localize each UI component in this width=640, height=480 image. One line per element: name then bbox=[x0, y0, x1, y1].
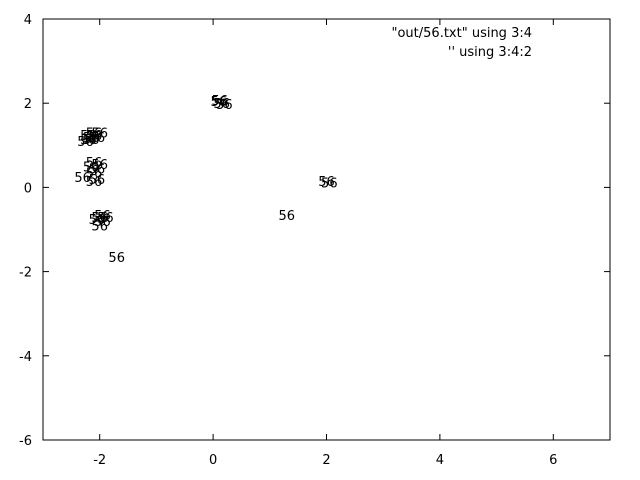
y-tick-label: -4 bbox=[19, 350, 32, 365]
point-label-series-1: 56 bbox=[91, 219, 108, 234]
point-label-series-1: 56 bbox=[212, 94, 229, 109]
point-label-series-1: 56 bbox=[80, 133, 97, 148]
legend-entry-2: '' using 3:4:2 bbox=[448, 45, 532, 60]
point-label-series-2: 56 bbox=[279, 209, 296, 224]
point-label-series-1: 56 bbox=[86, 156, 103, 171]
data-points: 5656565656565656565656565656565656565656… bbox=[74, 94, 337, 266]
point-label-series-1: 56 bbox=[318, 175, 335, 190]
legend-entry-1: "out/56.txt" using 3:4 bbox=[392, 26, 533, 41]
point-label-series-1: 56 bbox=[216, 98, 233, 113]
point-label-series-1: 56 bbox=[86, 175, 103, 190]
point-label-series-1: 56 bbox=[83, 160, 100, 175]
point-label-series-1: 56 bbox=[210, 95, 227, 110]
x-tick-labels: -2 0 2 4 6 bbox=[93, 453, 557, 468]
plot-frame bbox=[42, 18, 611, 441]
point-label-series-1: 56 bbox=[94, 209, 111, 224]
point-label-series-1: 56 bbox=[91, 158, 108, 173]
point-label-series-1: 56 bbox=[91, 127, 108, 142]
point-label-series-1: 56 bbox=[97, 211, 114, 226]
y-tick-label: 0 bbox=[24, 181, 32, 196]
y-tick-labels: -6 -4 -2 0 2 4 bbox=[19, 13, 32, 449]
point-label-series-1: 56 bbox=[80, 129, 97, 144]
x-tick-label: 2 bbox=[322, 453, 330, 468]
y-tick-label: -2 bbox=[19, 266, 32, 281]
point-label-series-1: 56 bbox=[213, 97, 230, 112]
y-tick-label: -6 bbox=[19, 434, 32, 449]
point-label-series-1: 56 bbox=[321, 176, 338, 191]
point-label-series-1: 56 bbox=[86, 127, 103, 142]
point-label-series-1: 56 bbox=[89, 173, 106, 188]
point-label-series-2: 56 bbox=[74, 171, 91, 186]
point-label-series-1: 56 bbox=[91, 211, 108, 226]
axis-ticks bbox=[43, 18, 610, 441]
x-tick-label: 0 bbox=[209, 453, 217, 468]
point-label-series-1: 56 bbox=[89, 213, 106, 228]
legend: "out/56.txt" using 3:4 '' using 3:4:2 bbox=[392, 26, 533, 60]
y-tick-label: 2 bbox=[24, 97, 32, 112]
point-label-series-1: 56 bbox=[89, 162, 106, 177]
x-tick-label: 6 bbox=[549, 453, 557, 468]
point-label-series-1: 56 bbox=[94, 215, 111, 230]
point-label-series-1: 56 bbox=[86, 167, 103, 182]
point-label-series-1: 56 bbox=[89, 131, 106, 146]
point-label-series-1: 56 bbox=[77, 135, 94, 150]
point-label-series-1: 56 bbox=[83, 133, 100, 148]
point-label-series-2: 56 bbox=[108, 251, 125, 266]
x-tick-label: 4 bbox=[436, 453, 444, 468]
y-tick-label: 4 bbox=[24, 13, 32, 28]
point-label-series-1: 56 bbox=[83, 131, 100, 146]
x-tick-label: -2 bbox=[93, 453, 106, 468]
point-label-series-1: 56 bbox=[86, 129, 103, 144]
